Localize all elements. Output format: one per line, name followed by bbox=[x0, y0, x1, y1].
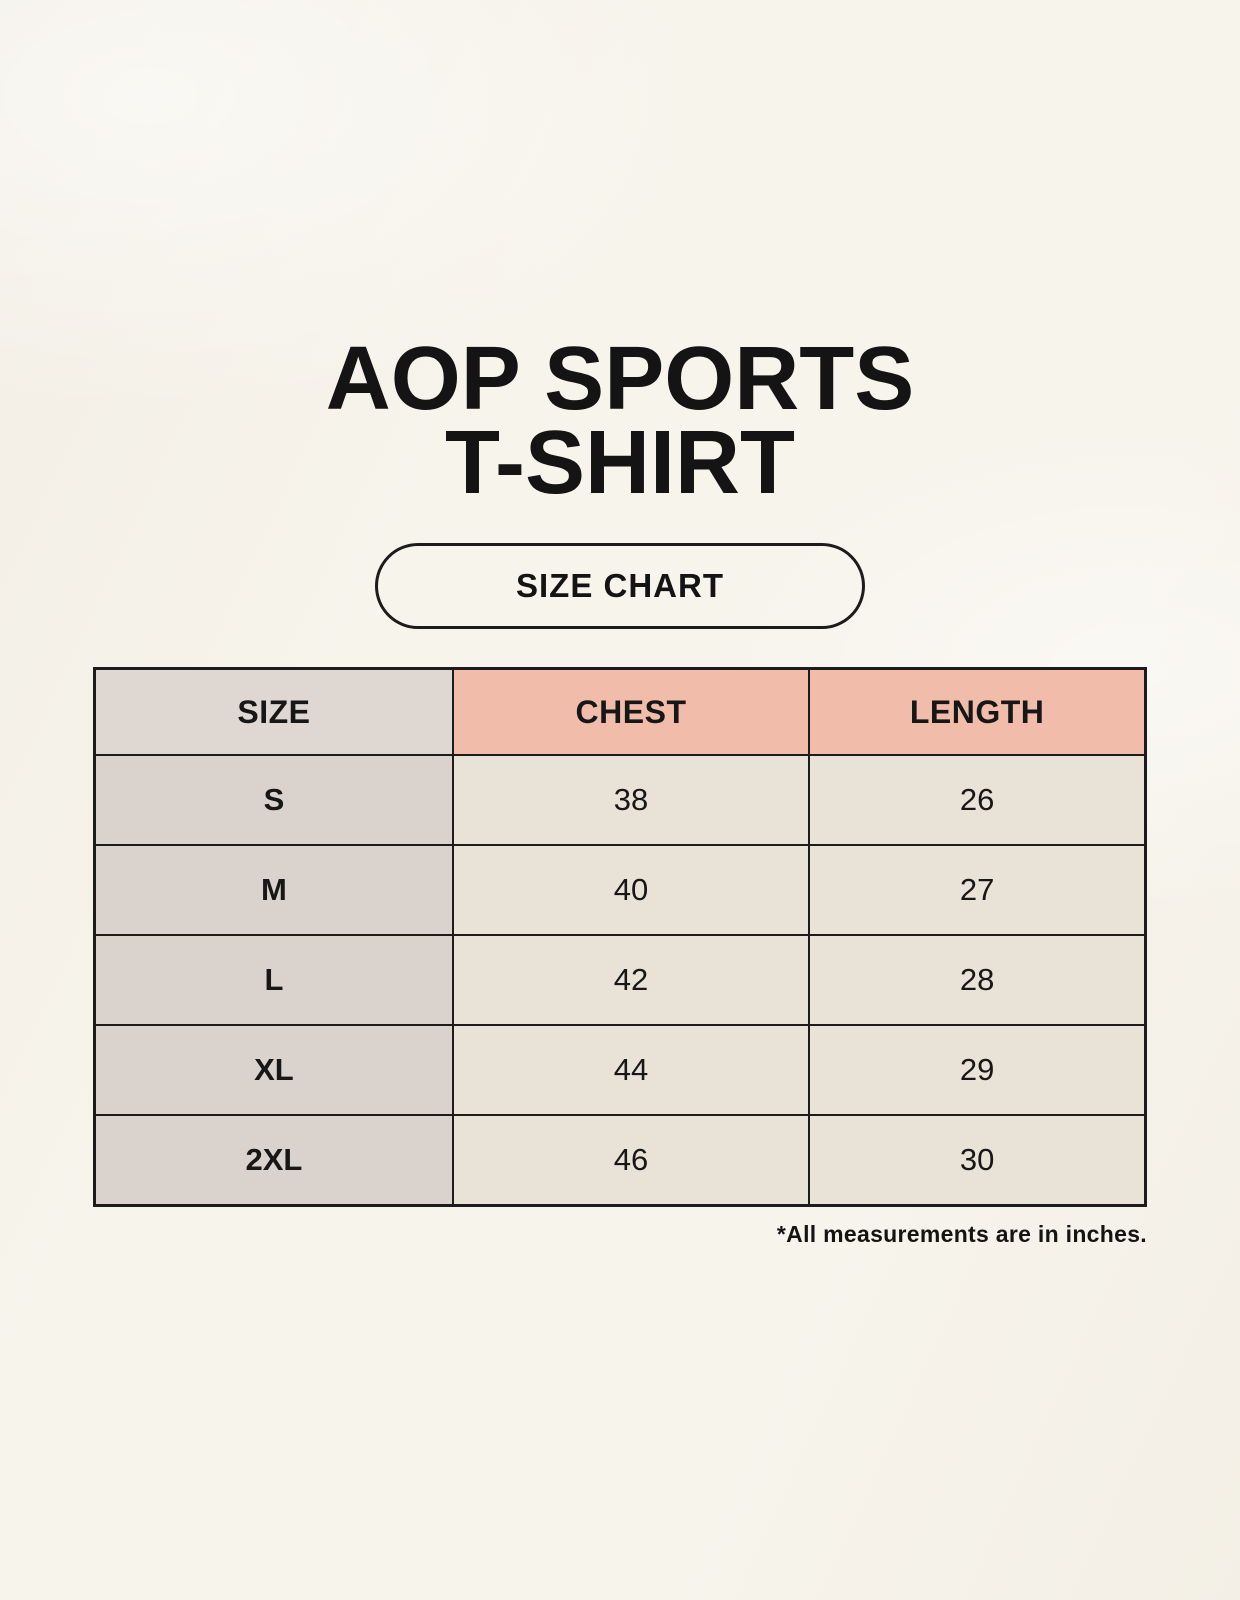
table-row-2xl: 2XL 46 30 bbox=[93, 1114, 1147, 1207]
size-label: XL bbox=[93, 1024, 454, 1117]
length-value: 30 bbox=[808, 1114, 1147, 1207]
product-title-line2: T-SHIRT bbox=[445, 412, 795, 513]
table-row-s: S 38 26 bbox=[93, 754, 1147, 847]
size-label: M bbox=[93, 844, 454, 937]
length-value: 28 bbox=[808, 934, 1147, 1027]
size-chart-badge-label: SIZE CHART bbox=[516, 567, 724, 605]
product-title: AOP SPORTS T-SHIRT bbox=[0, 329, 1240, 513]
column-header-chest: CHEST bbox=[451, 667, 811, 757]
size-label: S bbox=[93, 754, 454, 847]
column-header-length: LENGTH bbox=[808, 667, 1147, 757]
size-label: 2XL bbox=[93, 1114, 454, 1207]
product-title-line1: AOP SPORTS bbox=[325, 329, 915, 429]
length-value: 29 bbox=[808, 1024, 1147, 1117]
table-row-xl: XL 44 29 bbox=[93, 1024, 1147, 1117]
table-header-row: SIZE CHEST LENGTH bbox=[93, 667, 1147, 757]
length-value: 26 bbox=[808, 754, 1147, 847]
size-chart-table-container: SIZE CHEST LENGTH S 38 26 M 40 27 L bbox=[93, 667, 1147, 1248]
chest-value: 38 bbox=[451, 754, 811, 847]
chest-value: 40 bbox=[451, 844, 811, 937]
size-chart-badge: SIZE CHART bbox=[375, 543, 865, 630]
table-row-m: M 40 27 bbox=[93, 844, 1147, 937]
table-row-l: L 42 28 bbox=[93, 934, 1147, 1027]
chest-value: 46 bbox=[451, 1114, 811, 1207]
size-chart-table: SIZE CHEST LENGTH S 38 26 M 40 27 L bbox=[93, 667, 1147, 1208]
measurements-footnote: *All measurements are in inches. bbox=[776, 1221, 1147, 1248]
chest-value: 44 bbox=[451, 1024, 811, 1117]
chest-value: 42 bbox=[451, 934, 811, 1027]
column-header-size: SIZE bbox=[93, 667, 454, 757]
size-label: L bbox=[93, 934, 454, 1027]
length-value: 27 bbox=[808, 844, 1147, 937]
